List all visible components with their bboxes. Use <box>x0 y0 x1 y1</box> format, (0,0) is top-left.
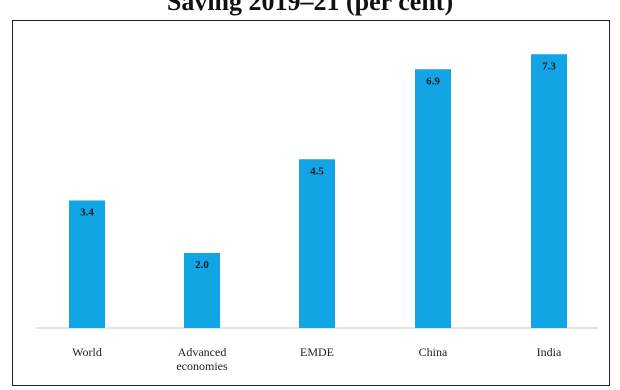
x-tick-label: India <box>537 345 562 359</box>
bar-india <box>531 54 567 328</box>
bar-advanced-economies <box>184 253 220 328</box>
x-tick-label: China <box>419 345 448 359</box>
data-label: 2.0 <box>195 259 209 271</box>
bar-world <box>69 200 105 328</box>
data-label: 6.9 <box>426 75 440 87</box>
chart-frame <box>12 20 610 386</box>
data-label: 4.5 <box>310 165 324 177</box>
x-tick-label: Advanced economies <box>176 345 228 373</box>
data-label: 7.3 <box>542 60 556 72</box>
value-labels-group: 3.4 2.0 4.5 6.9 7.3 <box>80 60 556 271</box>
x-tick-label: World <box>72 345 102 359</box>
category-labels-group: World Advanced economies EMDE China India <box>72 345 562 373</box>
bar-emde <box>299 159 335 328</box>
data-label: 3.4 <box>80 207 94 219</box>
chart-title: Saving 2019–21 (per cent) <box>166 0 454 16</box>
bars-group <box>69 54 567 328</box>
x-tick-label: EMDE <box>300 345 334 359</box>
bar-china <box>415 69 451 328</box>
